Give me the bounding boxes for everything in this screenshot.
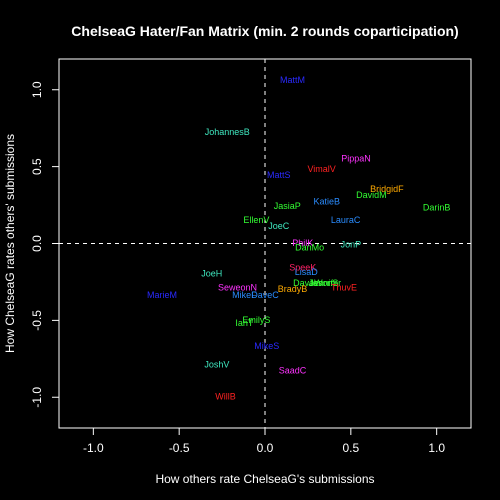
point-label: LisaD	[295, 267, 319, 277]
point-label: PhilK	[292, 238, 313, 248]
point-label: SeweonN	[218, 282, 257, 292]
x-tick-label: 1.0	[428, 441, 445, 455]
point-label: BradyB	[278, 284, 308, 294]
point-label: DanMo	[295, 242, 324, 252]
point-label: JoshV	[204, 359, 229, 369]
point-label: VimalV	[307, 164, 335, 174]
point-label: JoeH	[201, 269, 222, 279]
point-label: MattM	[280, 75, 305, 85]
x-axis: -1.0 -0.5 0.0 0.5 1.0	[83, 427, 445, 455]
point-label: EllenV	[243, 215, 269, 225]
point-label: IanT	[235, 318, 254, 328]
y-tick-label: -1.0	[30, 387, 44, 408]
data-points: MattMJohannesBPippaNVimalVMattSBridgidFD…	[147, 75, 450, 402]
point-label: MikeF	[232, 290, 257, 300]
point-label: EmilyS	[242, 315, 270, 325]
point-label: DarinB	[423, 203, 451, 213]
point-label: LauraC	[331, 215, 361, 225]
chart-title: ChelseaG Hater/Fan Matrix (min. 2 rounds…	[71, 23, 458, 39]
reference-lines	[59, 59, 471, 428]
y-tick-label: 0.0	[30, 235, 44, 252]
point-label: KatieB	[314, 196, 341, 206]
point-label: BridgidF	[370, 184, 404, 194]
x-axis-label: How others rate ChelseaG's submissions	[155, 472, 374, 486]
y-tick-label: 0.5	[30, 158, 44, 175]
point-label: JasonS	[308, 278, 338, 288]
point-label: SaadC	[279, 365, 307, 375]
point-label: SpeeK	[289, 262, 316, 272]
point-label: JohannesB	[205, 127, 250, 137]
point-label: DaveW	[293, 278, 323, 288]
point-label: JasiaP	[274, 201, 301, 211]
point-label: Jennifer	[309, 278, 341, 288]
y-tick-label: 1.0	[30, 81, 44, 98]
y-axis-label: How ChelseaG rates others' submissions	[3, 134, 17, 353]
x-tick-label: -1.0	[83, 441, 104, 455]
point-label: WillB	[215, 392, 236, 402]
x-tick-label: 0.0	[257, 441, 274, 455]
point-label: DaveC	[251, 290, 279, 300]
point-label: JonP	[341, 239, 362, 249]
point-label: PippaN	[341, 153, 371, 163]
y-axis: -1.0 -0.5 0.0 0.5 1.0	[30, 81, 60, 408]
point-label: MikeS	[254, 341, 279, 351]
x-tick-label: -0.5	[169, 441, 190, 455]
x-tick-label: 0.5	[342, 441, 359, 455]
point-label: ThuvE	[331, 282, 357, 292]
point-label: JoeC	[268, 221, 290, 231]
y-tick-label: -0.5	[30, 310, 44, 331]
point-label: MarieM	[147, 290, 177, 300]
point-label: MattS	[267, 170, 291, 180]
point-label: DavidM	[356, 190, 387, 200]
